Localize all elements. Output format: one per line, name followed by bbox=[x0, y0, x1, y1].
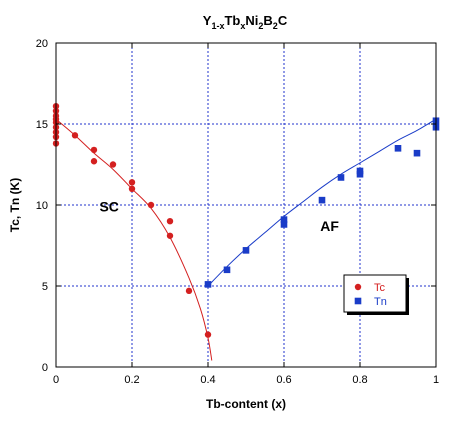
point-tc bbox=[90, 158, 98, 165]
x-tick-label: 0.8 bbox=[352, 374, 367, 386]
point-tn bbox=[394, 145, 402, 152]
y-tick-label: 15 bbox=[36, 119, 48, 131]
annotation-sc: SC bbox=[99, 198, 118, 214]
legend-label-tn: Tn bbox=[374, 296, 387, 308]
chart-title: Y1-xTbxNi2B2C bbox=[203, 13, 288, 31]
point-tn bbox=[223, 266, 231, 274]
x-axis-label: Tb-content (x) bbox=[206, 397, 286, 411]
point-tc bbox=[71, 132, 79, 139]
point-tc bbox=[185, 287, 193, 295]
point-tn bbox=[318, 196, 326, 204]
point-tn bbox=[356, 170, 364, 178]
legend-label-tc: Tc bbox=[374, 282, 386, 294]
x-tick-label: 0.6 bbox=[276, 374, 291, 386]
point-tc bbox=[147, 201, 155, 209]
point-tc bbox=[90, 146, 98, 154]
point-tc bbox=[166, 218, 174, 225]
data-markers bbox=[52, 102, 440, 338]
point-tc bbox=[128, 185, 136, 192]
point-tn bbox=[204, 281, 212, 288]
y-tick-label: 20 bbox=[36, 38, 48, 50]
point-tn bbox=[280, 221, 288, 228]
legend-marker-tc bbox=[354, 283, 362, 291]
y-tick-label: 10 bbox=[36, 200, 48, 212]
annotation-af: AF bbox=[320, 218, 339, 234]
point-tn bbox=[280, 216, 288, 223]
title-part: Y bbox=[203, 13, 212, 28]
x-tick-label: 0.2 bbox=[124, 374, 139, 386]
title-part: C bbox=[278, 13, 288, 28]
region-annotations: SC AF bbox=[99, 198, 339, 233]
title-part: B bbox=[263, 13, 272, 28]
legend: Tc Tn bbox=[343, 274, 409, 315]
point-tc bbox=[166, 232, 174, 239]
title-part: 1-x bbox=[211, 21, 224, 31]
point-tc bbox=[128, 179, 136, 186]
x-tick-label: 1 bbox=[433, 374, 439, 386]
point-tc bbox=[109, 161, 117, 168]
point-tn bbox=[413, 149, 421, 157]
legend-box bbox=[343, 274, 407, 313]
y-tick-label: 0 bbox=[42, 362, 48, 374]
x-tick-label: 0 bbox=[53, 374, 59, 386]
point-tn bbox=[337, 174, 345, 181]
title-part: Tb bbox=[224, 13, 240, 28]
point-tc bbox=[204, 331, 212, 338]
y-axis-label: Tc, Tn (K) bbox=[8, 178, 22, 232]
fit-curve-tc bbox=[55, 118, 213, 361]
fit-curves bbox=[55, 118, 437, 361]
title-part: 2 bbox=[258, 21, 263, 31]
title-part: x bbox=[240, 21, 245, 31]
title-part: 2 bbox=[273, 21, 278, 31]
y-tick-label: 5 bbox=[42, 281, 48, 293]
point-tn bbox=[242, 247, 250, 254]
title-part: Ni bbox=[245, 13, 258, 28]
legend-marker-tn bbox=[354, 297, 362, 305]
x-tick-label: 0.4 bbox=[200, 374, 215, 386]
